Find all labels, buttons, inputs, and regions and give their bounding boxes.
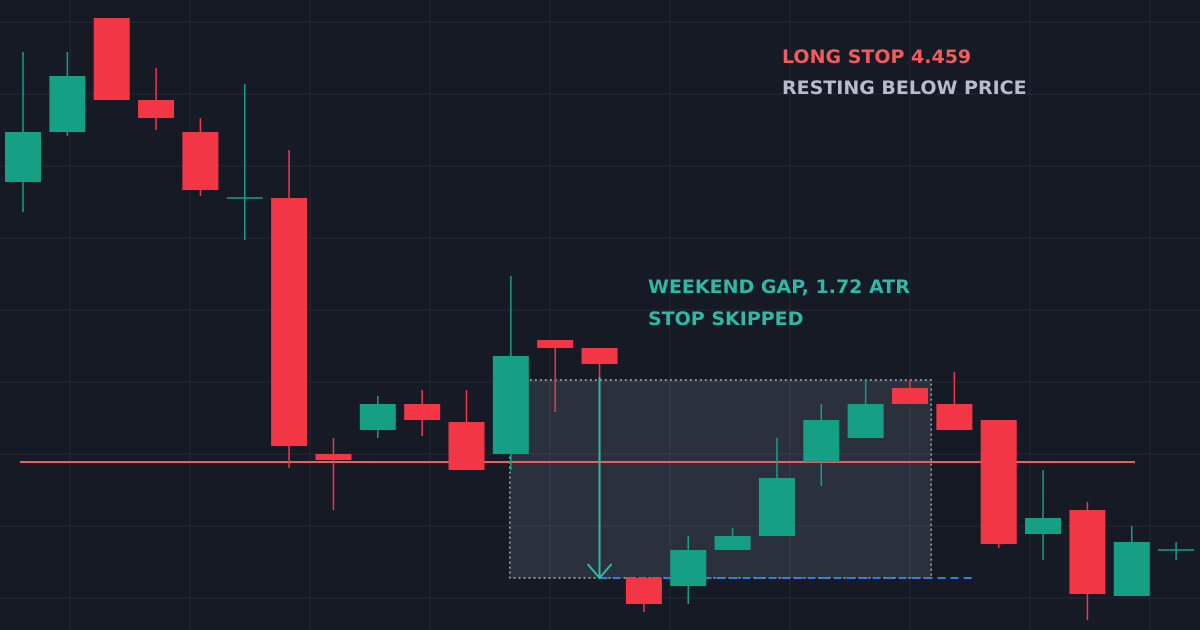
gap-unit: ATR: [869, 276, 910, 298]
candle-body: [49, 76, 86, 132]
candle-body: [847, 404, 884, 438]
candle-body: [1025, 518, 1062, 534]
candle-body: [271, 198, 308, 446]
candle-body: [359, 404, 396, 430]
candle-body: [404, 404, 441, 420]
candle-body: [1113, 542, 1150, 596]
candle-body: [448, 422, 485, 470]
candle-body: [714, 536, 751, 550]
stop-value: 4.459: [911, 46, 971, 68]
gap-note: STOP SKIPPED: [648, 308, 803, 330]
stop-annotation: LONG STOP 4.459: [782, 46, 971, 68]
candle-body: [5, 132, 41, 182]
candle-body: [936, 404, 973, 430]
candle-body: [581, 348, 618, 364]
candle-body: [892, 388, 928, 404]
candle-body: [1069, 510, 1106, 594]
candle-body: [625, 578, 662, 604]
candle-body: [803, 420, 840, 462]
candle-body: [492, 356, 529, 454]
stop-label: LONG STOP: [782, 46, 904, 68]
gap-atr: 1.72: [816, 276, 863, 298]
candle-body: [537, 340, 574, 348]
gap-arrow-head: [586, 563, 613, 580]
gap-annotation: WEEKEND GAP, 1.72 ATR: [648, 276, 910, 298]
candle-body: [315, 454, 352, 460]
candle-body: [758, 478, 795, 536]
candle-body: [670, 550, 707, 586]
gap-label: WEEKEND GAP,: [648, 276, 809, 298]
candle-body: [93, 18, 130, 100]
stop-note: RESTING BELOW PRICE: [782, 77, 1027, 99]
candle-body: [138, 100, 175, 118]
candle-body: [980, 420, 1017, 544]
candle-body: [182, 132, 219, 190]
